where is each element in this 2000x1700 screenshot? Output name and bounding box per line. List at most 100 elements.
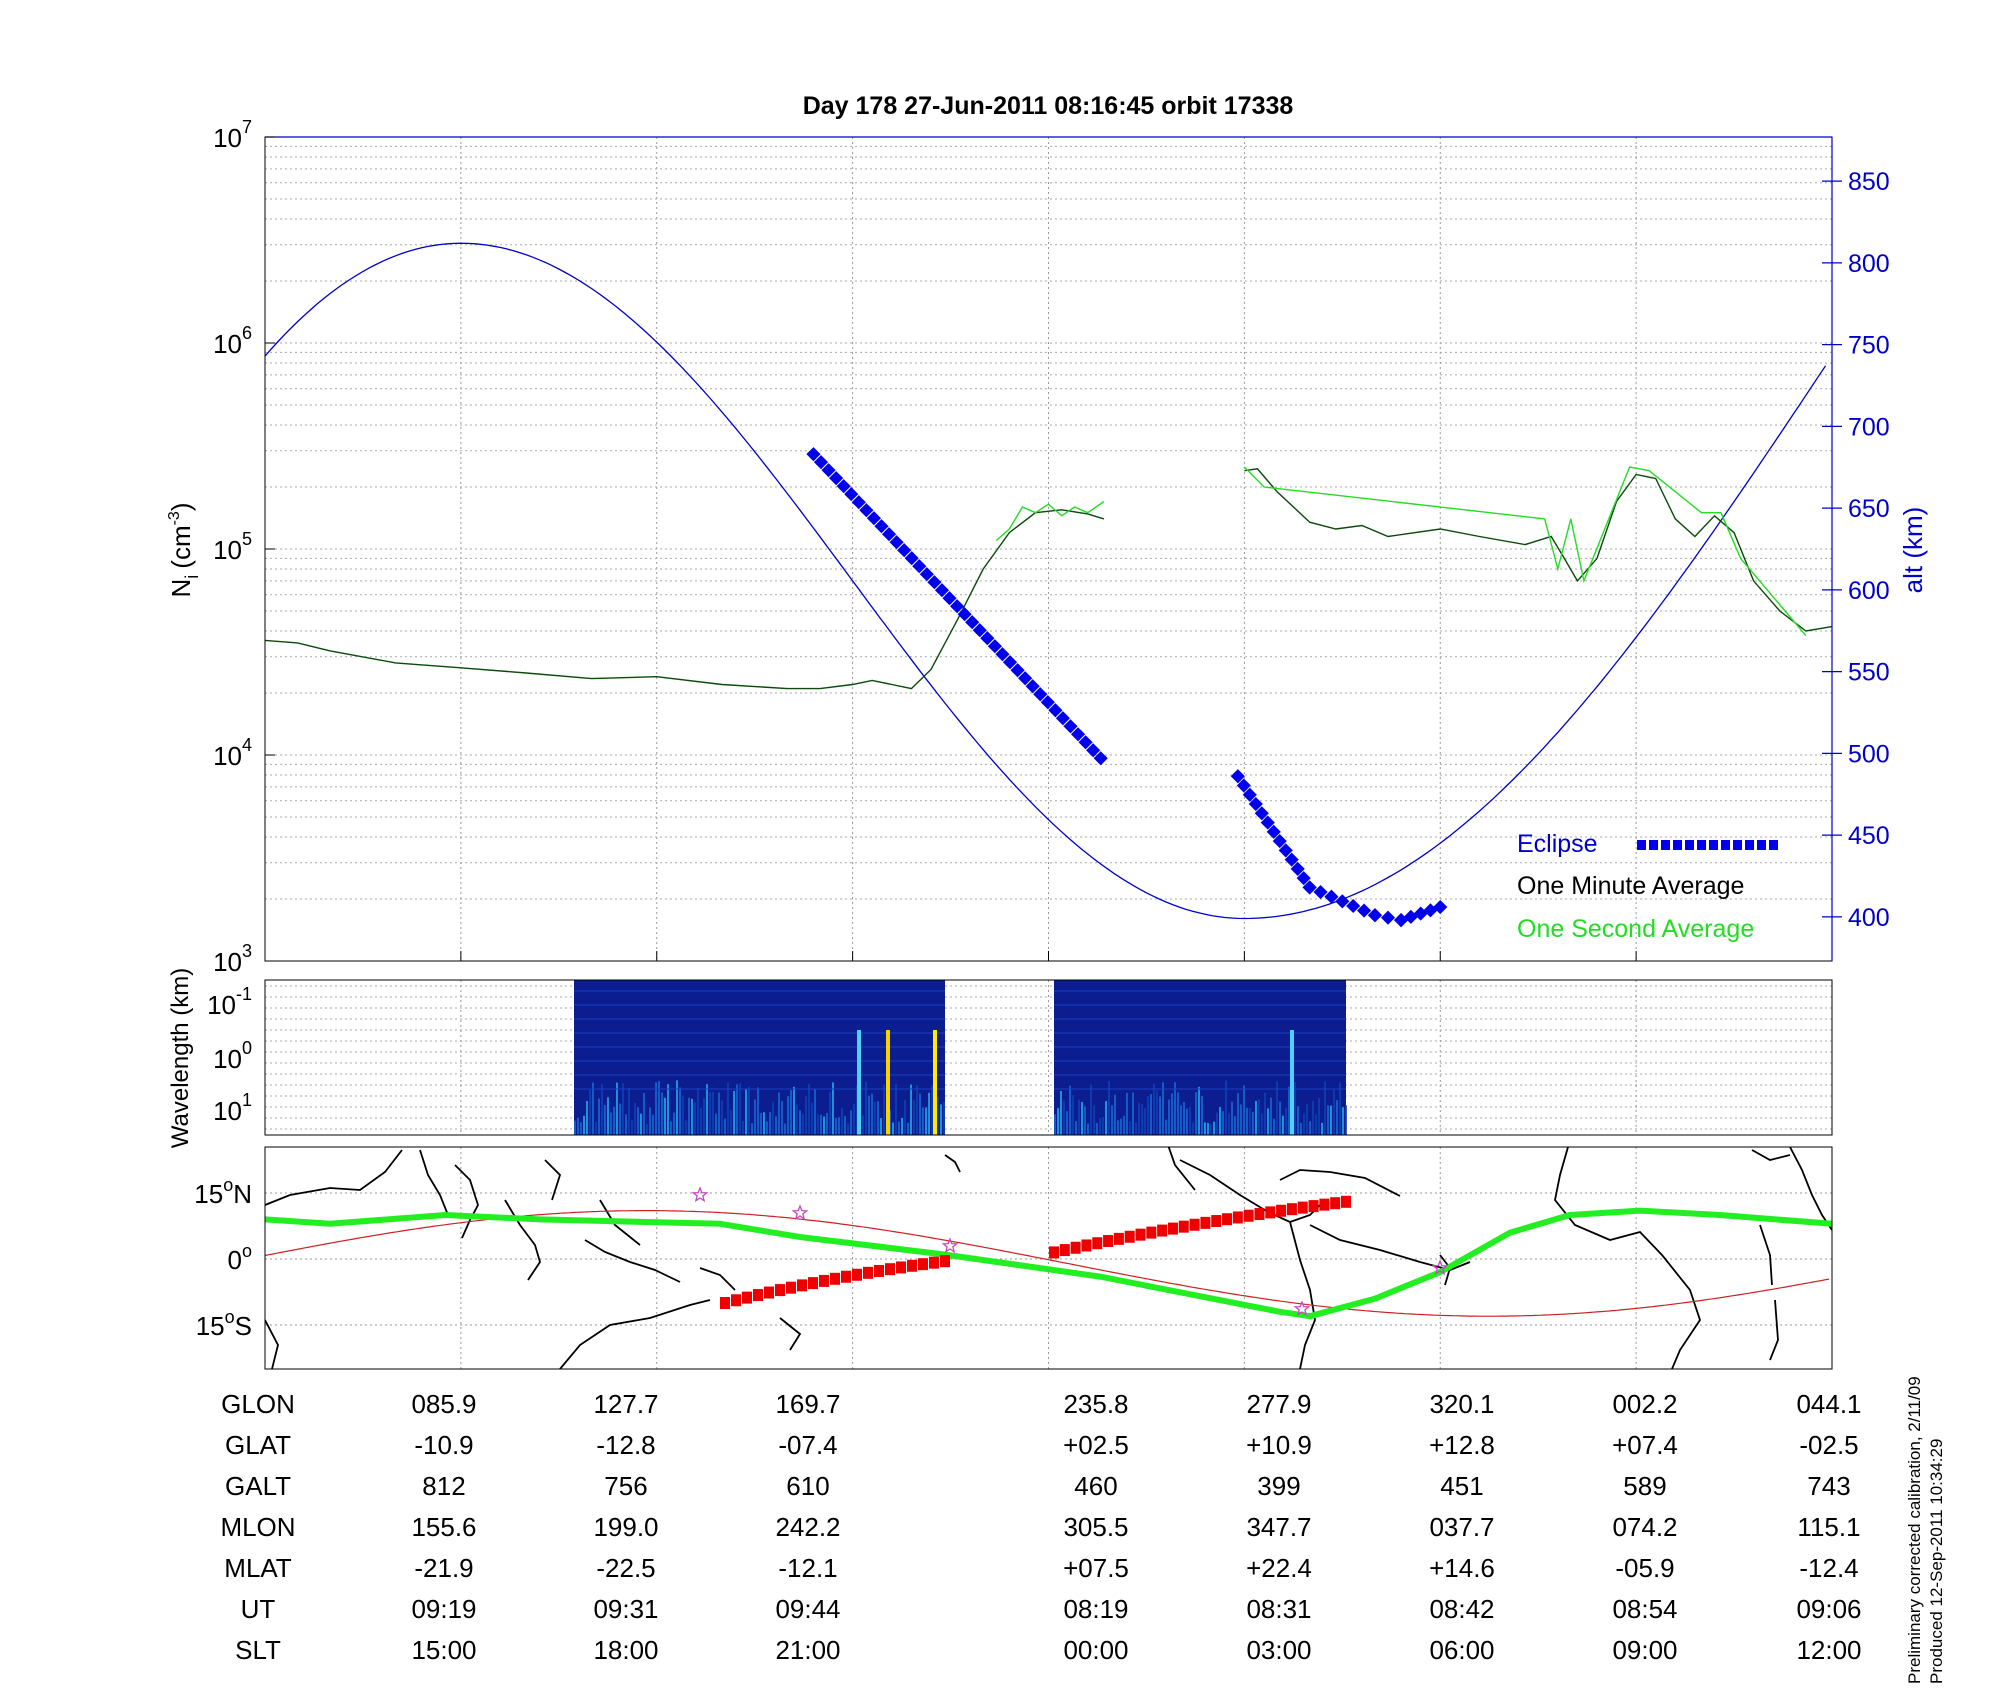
spectrogram-streak <box>1135 1122 1137 1135</box>
spectrogram-streak <box>685 1120 687 1135</box>
table-cell: +10.9 <box>1246 1430 1312 1460</box>
spectrogram-streak <box>1216 1112 1218 1135</box>
spectrogram-streak <box>1321 1122 1323 1135</box>
coastline <box>699 1267 736 1291</box>
spectrogram-streak <box>910 1084 912 1135</box>
legend-eclipse-mark <box>1637 840 1646 850</box>
spectrogram-streak <box>1120 1118 1122 1135</box>
spectrogram-streak <box>580 1122 582 1135</box>
eclipse-track-marker <box>830 1272 840 1285</box>
coastline <box>1554 1147 1701 1369</box>
spectrogram-streak <box>880 1118 882 1135</box>
station-star <box>791 1204 809 1221</box>
spectrogram-streak <box>586 1100 588 1135</box>
table-cell: 451 <box>1440 1471 1483 1501</box>
altitude-y-tick-label: 750 <box>1848 332 1890 360</box>
spectrogram-streak <box>1255 1100 1257 1135</box>
spectrogram-band <box>574 1088 945 1090</box>
eclipse-track-marker <box>1222 1213 1233 1226</box>
spectrogram-streak <box>1153 1083 1155 1135</box>
spectrogram-band <box>574 1032 945 1034</box>
eclipse-marker <box>1284 852 1299 867</box>
eclipse-track-marker <box>918 1258 928 1271</box>
spectrogram-streak <box>802 1113 804 1135</box>
spectrogram-streak <box>850 1110 852 1135</box>
spectrogram-streak <box>838 1117 840 1135</box>
spectrogram-streak <box>1105 1101 1107 1135</box>
spectrogram-streak <box>874 1101 876 1135</box>
one-minute-average-series <box>265 468 1832 690</box>
spectrogram-streak <box>1288 1086 1290 1135</box>
eclipse-track-marker <box>896 1261 906 1274</box>
spectrogram-streak <box>871 1093 873 1135</box>
spectrogram-streak <box>1198 1086 1200 1135</box>
spectrogram-streak <box>814 1088 816 1135</box>
eclipse-marker <box>1367 908 1383 923</box>
spectrogram-streak <box>574 1120 576 1135</box>
eclipse-marker <box>844 487 859 502</box>
table-cell: -22.5 <box>596 1553 655 1583</box>
coastline <box>599 1199 641 1246</box>
spectrogram-streak <box>688 1097 690 1135</box>
eclipse-track-marker <box>1265 1206 1276 1219</box>
spectrogram-streak <box>778 1092 780 1135</box>
map-y-tick-label: 15oN <box>194 1175 252 1209</box>
ground-track-eclipse <box>720 1195 1351 1309</box>
spectrogram-streak <box>796 1104 798 1135</box>
spectrogram-streak <box>1294 1082 1296 1135</box>
spectrogram-streak <box>757 1087 759 1135</box>
spectrogram-band <box>574 1074 945 1076</box>
spectrogram-streak <box>1240 1104 1242 1135</box>
eclipse-track-marker <box>1286 1203 1297 1216</box>
spectrogram-streak <box>847 1123 849 1135</box>
spectrogram-streak <box>1063 1100 1065 1135</box>
eclipse-track-marker <box>940 1255 950 1268</box>
spectrogram-streak <box>649 1107 651 1135</box>
eclipse-marker <box>1266 824 1281 839</box>
spectrogram-streak <box>1315 1114 1317 1135</box>
spectrogram-streak <box>751 1123 753 1135</box>
legend-eclipse-mark <box>1757 840 1766 850</box>
eclipse-track-marker <box>731 1294 741 1307</box>
altitude-y-tick-label: 400 <box>1848 904 1890 932</box>
eclipse-track-marker <box>819 1274 829 1287</box>
coastline <box>1289 1221 1316 1369</box>
coastline <box>544 1159 562 1201</box>
eclipse-marker <box>1236 778 1251 793</box>
spectrogram-streak <box>1282 1115 1284 1135</box>
spectrogram-streak <box>1228 1113 1230 1135</box>
eclipse-marker <box>851 495 866 510</box>
spectrogram-streak <box>1168 1099 1170 1135</box>
table-cell: 09:06 <box>1796 1594 1861 1624</box>
spectrogram-streak <box>619 1103 621 1135</box>
coastline <box>779 1317 802 1351</box>
spectrogram-streak <box>883 1084 885 1135</box>
altitude-y-tick-label: 450 <box>1848 822 1890 850</box>
spectrogram-streak <box>1171 1093 1173 1135</box>
spectrogram-streak <box>652 1114 654 1135</box>
spectrogram-streak <box>655 1082 657 1135</box>
spectrogram-streak <box>832 1082 834 1135</box>
table-cell: 08:19 <box>1063 1594 1128 1624</box>
coastline <box>1759 1224 1773 1286</box>
coastline <box>1769 1299 1779 1361</box>
spectrogram-streak <box>892 1122 894 1135</box>
spectrogram-streak <box>1114 1094 1116 1135</box>
table-cell: 09:00 <box>1612 1635 1677 1665</box>
legend-eclipse-mark <box>1649 840 1658 850</box>
spectrogram-streak <box>1087 1123 1089 1135</box>
table-cell: 460 <box>1074 1471 1117 1501</box>
eclipse-track-marker <box>1070 1241 1081 1254</box>
eclipse-marker <box>1040 695 1055 710</box>
spectrogram-streak <box>1246 1107 1248 1135</box>
eclipse-marker <box>995 647 1010 662</box>
spectrogram-streak <box>589 1089 591 1135</box>
table-cell: 127.7 <box>593 1389 658 1419</box>
spectrogram-streak <box>1090 1084 1092 1135</box>
spectrogram-streak <box>610 1112 612 1135</box>
spectrogram-streak <box>1156 1090 1158 1135</box>
spectrogram-streak <box>1192 1122 1194 1135</box>
eclipse-track-marker <box>1049 1246 1059 1259</box>
spectrogram-streak <box>1144 1108 1146 1135</box>
spectrogram-band <box>1054 1060 1346 1062</box>
